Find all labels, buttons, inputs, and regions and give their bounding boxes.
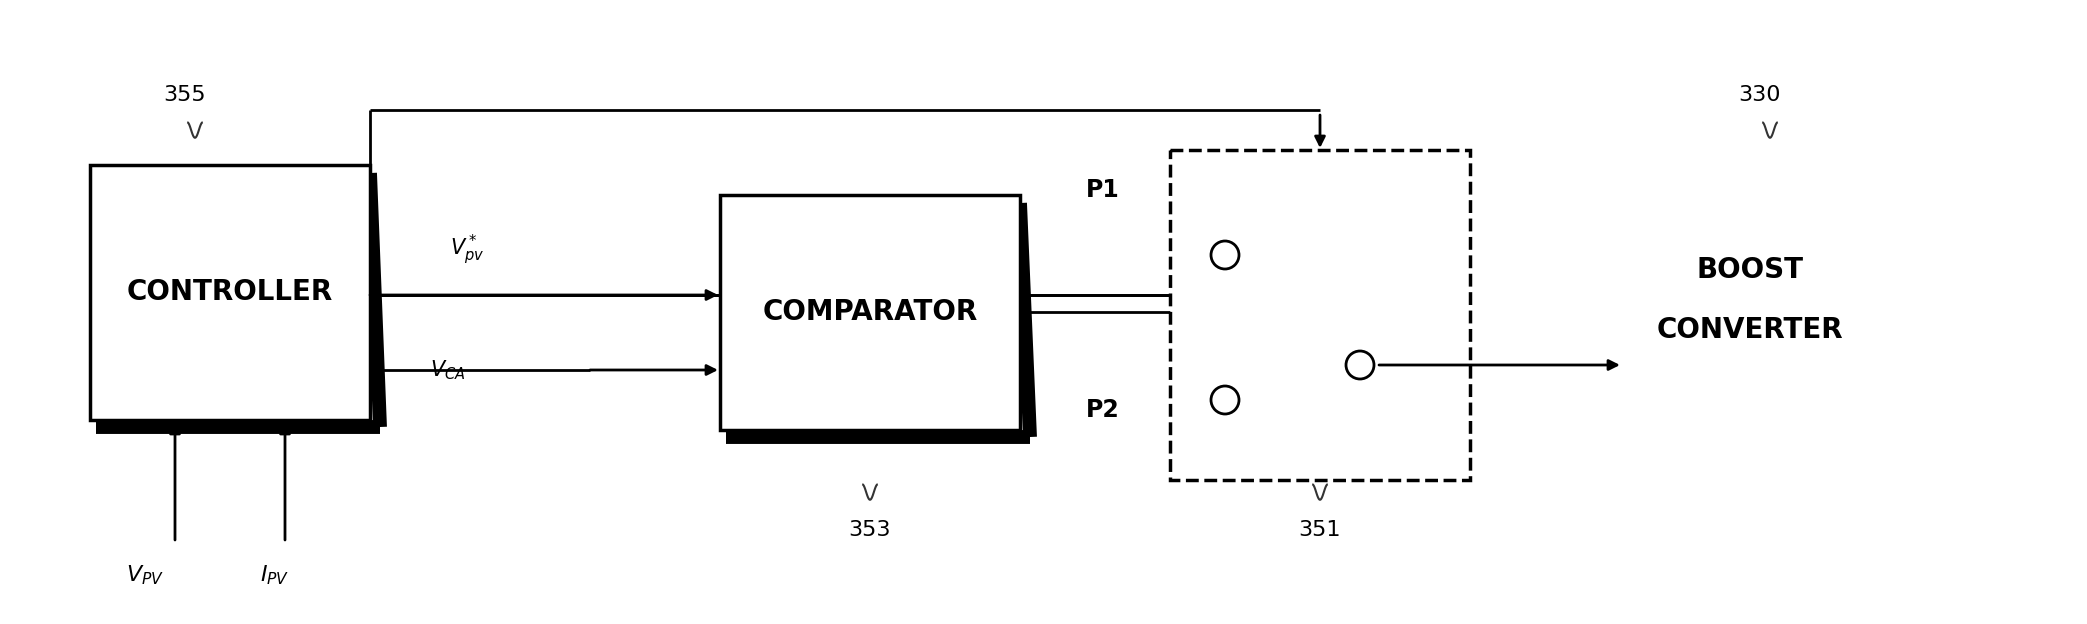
Text: 355: 355 — [163, 85, 207, 105]
Text: P1: P1 — [1085, 178, 1121, 202]
Circle shape — [1210, 241, 1240, 269]
Circle shape — [1210, 386, 1240, 414]
Bar — [90, 165, 369, 420]
Text: 353: 353 — [849, 520, 891, 540]
Bar — [720, 195, 1021, 430]
Text: 351: 351 — [1298, 520, 1342, 540]
Text: $V_{PV}$: $V_{PV}$ — [125, 563, 165, 587]
Circle shape — [1346, 351, 1373, 379]
Text: $V_{CA}$: $V_{CA}$ — [430, 358, 465, 382]
Text: P2: P2 — [1085, 398, 1121, 422]
Bar — [1171, 150, 1469, 480]
Text: 330: 330 — [1738, 85, 1780, 105]
Text: CONTROLLER: CONTROLLER — [127, 278, 334, 306]
Text: $I_{PV}$: $I_{PV}$ — [261, 563, 290, 587]
Text: $V^*_{pv}$: $V^*_{pv}$ — [451, 233, 484, 267]
Text: BOOST: BOOST — [1697, 256, 1803, 284]
Text: CONVERTER: CONVERTER — [1657, 316, 1843, 344]
Text: COMPARATOR: COMPARATOR — [762, 298, 977, 326]
